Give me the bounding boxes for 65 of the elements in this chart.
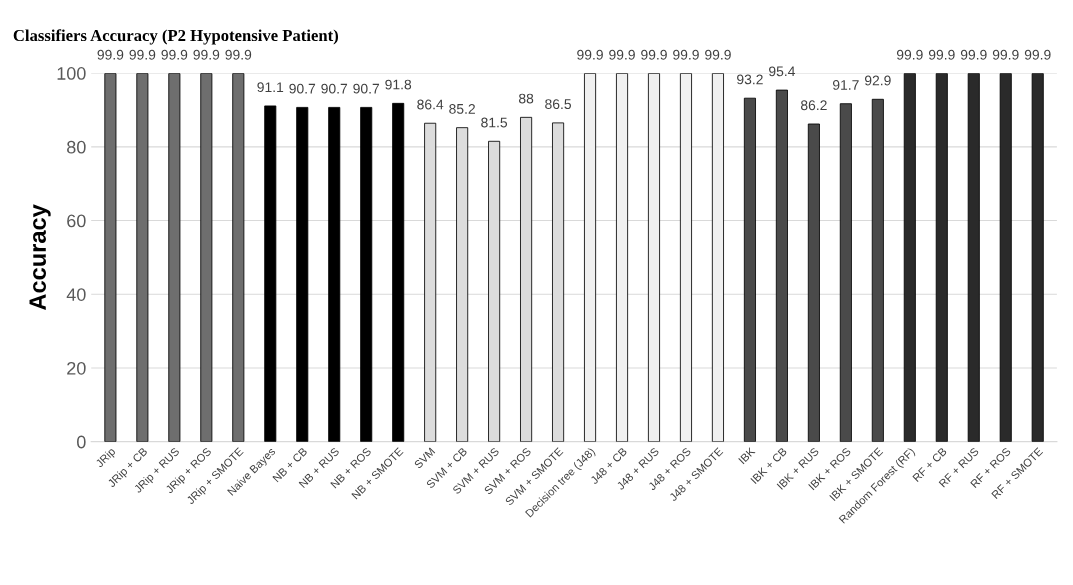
y-tick-label: 100	[57, 67, 86, 80]
data-label: 86.4	[417, 99, 444, 110]
bar	[903, 73, 916, 442]
data-label: 99.9	[193, 49, 220, 60]
data-label: 99.9	[161, 49, 188, 60]
y-tick-label: 0	[77, 435, 86, 449]
bar	[839, 103, 852, 442]
y-tick-label: 80	[67, 140, 86, 154]
bar	[711, 73, 724, 442]
x-tick-label: IBK	[738, 446, 756, 465]
data-label: 91.8	[385, 79, 412, 90]
bar	[967, 73, 980, 442]
data-label: 99.9	[129, 49, 156, 60]
data-label: 95.4	[769, 66, 796, 77]
data-label: 99.9	[225, 49, 252, 60]
data-label: 91.1	[257, 82, 284, 93]
data-label: 99.9	[896, 49, 923, 60]
bar	[168, 73, 181, 442]
bar	[743, 97, 756, 442]
data-label: 90.7	[353, 83, 380, 94]
x-tick-label: JRip	[94, 446, 118, 470]
bar	[360, 106, 373, 442]
data-label: 99.9	[992, 49, 1019, 60]
y-tick-label: 20	[67, 361, 86, 375]
data-label: 99.9	[641, 49, 667, 60]
data-label: 85.2	[449, 103, 475, 114]
data-label: 90.7	[289, 83, 316, 94]
bar	[232, 73, 245, 442]
bar	[935, 73, 948, 442]
bar	[104, 73, 117, 442]
data-label: 99.9	[97, 49, 124, 60]
bar	[807, 123, 820, 442]
data-label: 99.9	[705, 49, 731, 60]
bar	[679, 73, 692, 442]
data-label: 99.9	[960, 49, 987, 60]
bar	[1031, 73, 1044, 442]
y-axis-title: Accuracy	[29, 204, 51, 310]
bar	[136, 73, 149, 442]
data-label: 99.9	[1024, 49, 1051, 60]
bar	[264, 105, 277, 442]
bar	[296, 106, 309, 442]
chart-title: Classifiers Accuracy (P2 Hypotensive Patient)	[13, 29, 339, 45]
bar	[647, 73, 661, 442]
bar	[328, 106, 341, 442]
y-tick-label: 60	[67, 214, 86, 228]
bar	[871, 98, 884, 442]
bar	[616, 73, 629, 442]
data-label: 93.2	[737, 74, 763, 85]
bar	[200, 73, 213, 442]
bar	[999, 73, 1012, 442]
data-label: 99.9	[577, 49, 603, 60]
data-label: 86.2	[800, 100, 827, 111]
y-tick-label: 40	[66, 288, 86, 301]
data-label: 86.5	[545, 99, 571, 110]
bar	[775, 89, 788, 442]
data-label: 88	[518, 93, 534, 104]
data-label: 81.5	[481, 117, 508, 128]
data-label: 91.7	[832, 80, 859, 90]
data-label: 92.9	[864, 75, 891, 86]
bar	[584, 73, 597, 442]
data-label: 99.9	[928, 49, 955, 60]
data-label: 99.9	[673, 49, 699, 60]
bar	[392, 102, 405, 442]
data-label: 99.9	[609, 49, 635, 60]
data-label: 90.7	[321, 83, 348, 94]
